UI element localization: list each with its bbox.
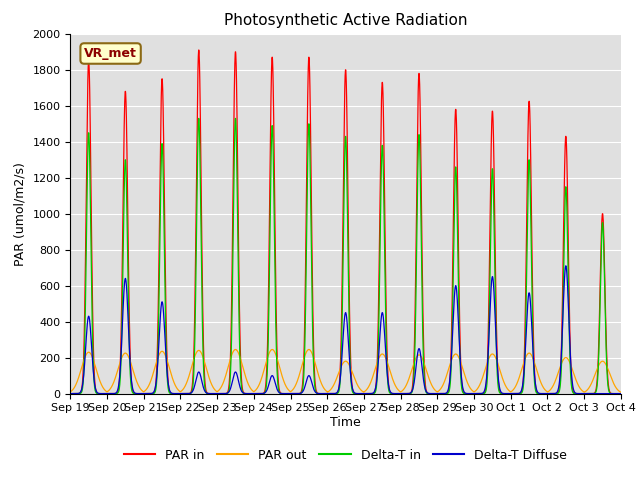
Y-axis label: PAR (umol/m2/s): PAR (umol/m2/s) — [14, 162, 27, 265]
X-axis label: Time: Time — [330, 416, 361, 429]
PAR out — [617, 389, 625, 395]
PAR out — [278, 372, 285, 377]
Delta-T in — [67, 391, 74, 396]
Delta-T in — [580, 391, 588, 396]
Legend: PAR in, PAR out, Delta-T in, Delta-T Diffuse: PAR in, PAR out, Delta-T in, Delta-T Dif… — [119, 444, 572, 467]
Delta-T in — [607, 390, 614, 396]
PAR out — [67, 389, 74, 395]
Delta-T Diffuse — [67, 391, 74, 396]
PAR in — [195, 47, 202, 53]
Delta-T Diffuse — [580, 391, 588, 396]
PAR in — [129, 389, 137, 395]
PAR out — [129, 368, 137, 373]
Title: Photosynthetic Active Radiation: Photosynthetic Active Radiation — [224, 13, 467, 28]
PAR out — [323, 389, 331, 395]
Delta-T Diffuse — [617, 391, 625, 396]
PAR in — [278, 391, 285, 396]
Delta-T in — [162, 334, 170, 339]
PAR in — [617, 391, 625, 396]
PAR in — [162, 301, 170, 307]
PAR in — [547, 391, 555, 396]
PAR out — [607, 372, 614, 378]
Delta-T Diffuse — [607, 391, 614, 396]
PAR in — [607, 390, 614, 396]
Delta-T in — [617, 391, 625, 396]
PAR out — [547, 386, 555, 392]
Delta-T Diffuse — [278, 391, 285, 396]
PAR out — [232, 347, 239, 352]
Delta-T in — [278, 391, 285, 396]
Text: VR_met: VR_met — [84, 47, 137, 60]
Delta-T in — [195, 116, 203, 121]
Delta-T Diffuse — [129, 387, 137, 393]
Line: PAR out: PAR out — [70, 349, 621, 392]
PAR out — [301, 351, 309, 357]
Delta-T in — [129, 390, 137, 396]
Delta-T Diffuse — [162, 351, 170, 357]
Delta-T Diffuse — [562, 263, 570, 269]
Line: PAR in: PAR in — [70, 50, 621, 394]
PAR in — [67, 391, 74, 396]
Line: Delta-T in: Delta-T in — [70, 119, 621, 394]
Delta-T in — [547, 391, 555, 396]
Delta-T Diffuse — [547, 391, 554, 396]
PAR out — [162, 354, 170, 360]
Delta-T in — [301, 310, 309, 315]
PAR in — [301, 270, 309, 276]
PAR in — [580, 391, 588, 396]
Delta-T Diffuse — [301, 382, 309, 388]
Line: Delta-T Diffuse: Delta-T Diffuse — [70, 266, 621, 394]
